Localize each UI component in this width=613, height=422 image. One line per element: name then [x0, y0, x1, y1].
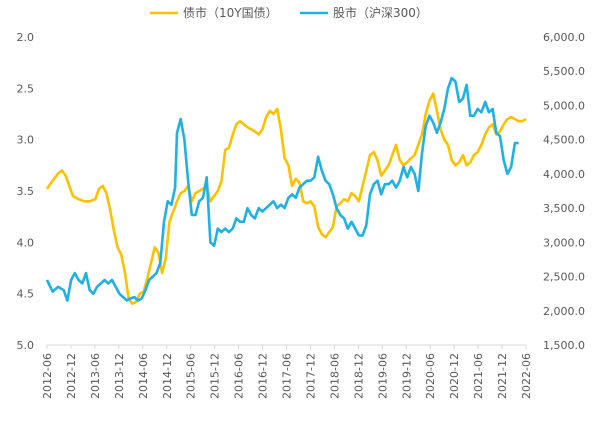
- x-tick-label: 2012-12: [65, 353, 78, 399]
- x-tick-label: 2021-12: [496, 353, 509, 399]
- x-tick-label: 2017-12: [304, 353, 317, 399]
- x-tick-label: 2013-12: [113, 353, 126, 399]
- left-tick-label: 4.5: [17, 288, 35, 301]
- legend-item: 债市（10Y国债）: [150, 5, 278, 20]
- right-tick-label: 4,000.0: [543, 168, 585, 181]
- left-tick-label: 2.5: [17, 82, 35, 95]
- legend: 债市（10Y国债） 股市（沪深300）: [150, 5, 428, 20]
- x-tick-label: 2016-12: [257, 353, 270, 399]
- left-tick-label: 4.0: [17, 236, 35, 249]
- right-tick-label: 3,000.0: [543, 236, 585, 249]
- x-tick-label: 2022-06: [520, 353, 533, 399]
- x-tick-label: 2014-12: [161, 353, 174, 399]
- right-axis: 6,000.0 5,500.0 5,000.0 4,500.0 4,000.0 3,500…: [543, 31, 585, 352]
- right-tick-label: 3,500.0: [543, 202, 585, 215]
- x-tick-label: 2021-06: [472, 353, 485, 399]
- right-tick-label: 4,500.0: [543, 134, 585, 147]
- x-tick-label: 2016-06: [233, 353, 246, 399]
- legend-label: 债市（10Y国债）: [183, 5, 278, 20]
- series-group: [45, 76, 527, 306]
- right-tick-label: 2,500.0: [543, 271, 585, 284]
- x-tick-label: 2019-06: [376, 353, 389, 399]
- left-axis: 2.0 2.5 3.0 3.5 4.0 4.5 5.0: [17, 31, 35, 352]
- left-tick-label: 2.0: [17, 31, 35, 44]
- right-tick-label: 1,500.0: [543, 339, 585, 352]
- x-tick-label: 2013-06: [89, 353, 102, 399]
- x-tick-label: 2015-06: [185, 353, 198, 399]
- x-tick-label: 2015-12: [209, 353, 222, 399]
- series-line-bond: [45, 92, 527, 306]
- x-tick-label: 2017-06: [281, 353, 294, 399]
- x-tick-label: 2019-12: [400, 353, 413, 399]
- right-tick-label: 2,000.0: [543, 305, 585, 318]
- x-tick-label: 2018-06: [328, 353, 341, 399]
- x-tick-label: 2012-06: [41, 353, 54, 399]
- left-tick-label: 5.0: [17, 339, 35, 352]
- left-tick-label: 3.5: [17, 185, 35, 198]
- x-tick-label: 2014-06: [137, 353, 150, 399]
- x-tick-label: 2018-12: [352, 353, 365, 399]
- x-tick-label: 2020-06: [424, 353, 437, 399]
- legend-label: 股市（沪深300）: [333, 5, 428, 20]
- x-axis: 2012-06 2012-12 2013-06 2013-12 2014-06 2014-…: [41, 345, 533, 399]
- x-tick-label: 2020-12: [448, 353, 461, 399]
- left-tick-label: 3.0: [17, 134, 35, 147]
- right-tick-label: 6,000.0: [543, 31, 585, 44]
- right-tick-label: 5,500.0: [543, 65, 585, 78]
- legend-item: 股市（沪深300）: [300, 5, 428, 20]
- right-tick-label: 5,000.0: [543, 99, 585, 112]
- series-line-stock: [45, 76, 519, 302]
